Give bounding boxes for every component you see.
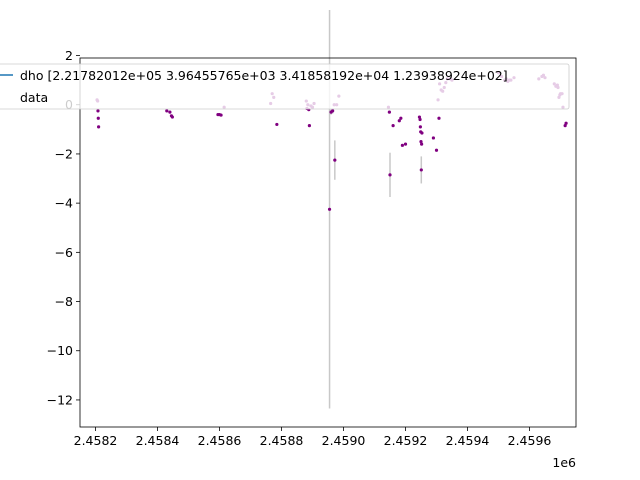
y-tick-label: −8 [55,294,73,309]
legend: dho [2.21782012e+05 3.96455765e+03 3.418… [0,63,570,110]
data-point [564,121,568,125]
y-tick-label: −4 [55,196,73,211]
data-point [333,158,337,162]
data-point [96,116,100,120]
data-point [168,110,172,114]
data-point [97,125,101,129]
data-point [327,207,332,211]
data-point [219,113,223,117]
legend-data-label: data [20,90,48,105]
legend-model-label: dho [2.21782012e+05 3.96455765e+03 3.418… [20,68,508,83]
y-axis: −12−10−8−6−4−202 [47,48,80,407]
data-point [420,142,424,146]
legend-box [0,63,570,110]
data-point [400,143,404,147]
y-tick-label: −6 [55,245,73,260]
data-point [391,124,395,128]
x-tick-label: 2.4584 [136,433,180,448]
data-point [418,125,422,129]
x-axis-offset-label: 1e6 [552,455,576,470]
x-tick-label: 2.4590 [322,433,366,448]
y-tick-label: 2 [65,48,73,63]
x-tick-label: 2.4588 [260,433,304,448]
data-point [418,117,422,122]
data-point [417,115,422,119]
x-tick-label: 2.4586 [198,433,242,448]
x-tick-label: 2.4582 [74,433,118,448]
data-point [419,168,423,172]
data-point [307,124,311,128]
x-tick-label: 2.4594 [446,433,490,448]
data-point [431,136,435,140]
data-point [331,109,335,113]
axes-frame [79,57,577,428]
data-point [388,173,392,177]
data-point [403,142,408,146]
y-tick-label: −2 [55,146,73,161]
y-tick-label: −12 [47,392,73,407]
x-tick-label: 2.4596 [508,433,552,448]
data-point [419,140,423,144]
x-axis: 2.4582 2.4584 2.4586 2.4588 2.4590 2.4592 2.45… [74,427,552,448]
data-point [96,109,100,113]
data-point [434,148,439,152]
data-point [275,122,279,127]
data-point [563,124,567,128]
data-point [170,115,174,119]
data-point [437,116,441,120]
x-tick-label: 2.4592 [384,433,428,448]
data-point [165,109,169,113]
data-point [387,110,391,114]
data-point [399,116,403,120]
y-tick-label: −10 [47,343,73,358]
data-point [420,131,424,135]
data-point [397,119,401,123]
